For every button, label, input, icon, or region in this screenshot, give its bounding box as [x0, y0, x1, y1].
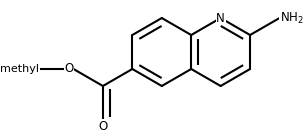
Text: methyl: methyl	[1, 64, 40, 74]
Text: O: O	[98, 120, 108, 133]
Text: O: O	[64, 63, 74, 75]
Text: NH$_2$: NH$_2$	[279, 10, 303, 26]
Text: N: N	[216, 11, 225, 25]
